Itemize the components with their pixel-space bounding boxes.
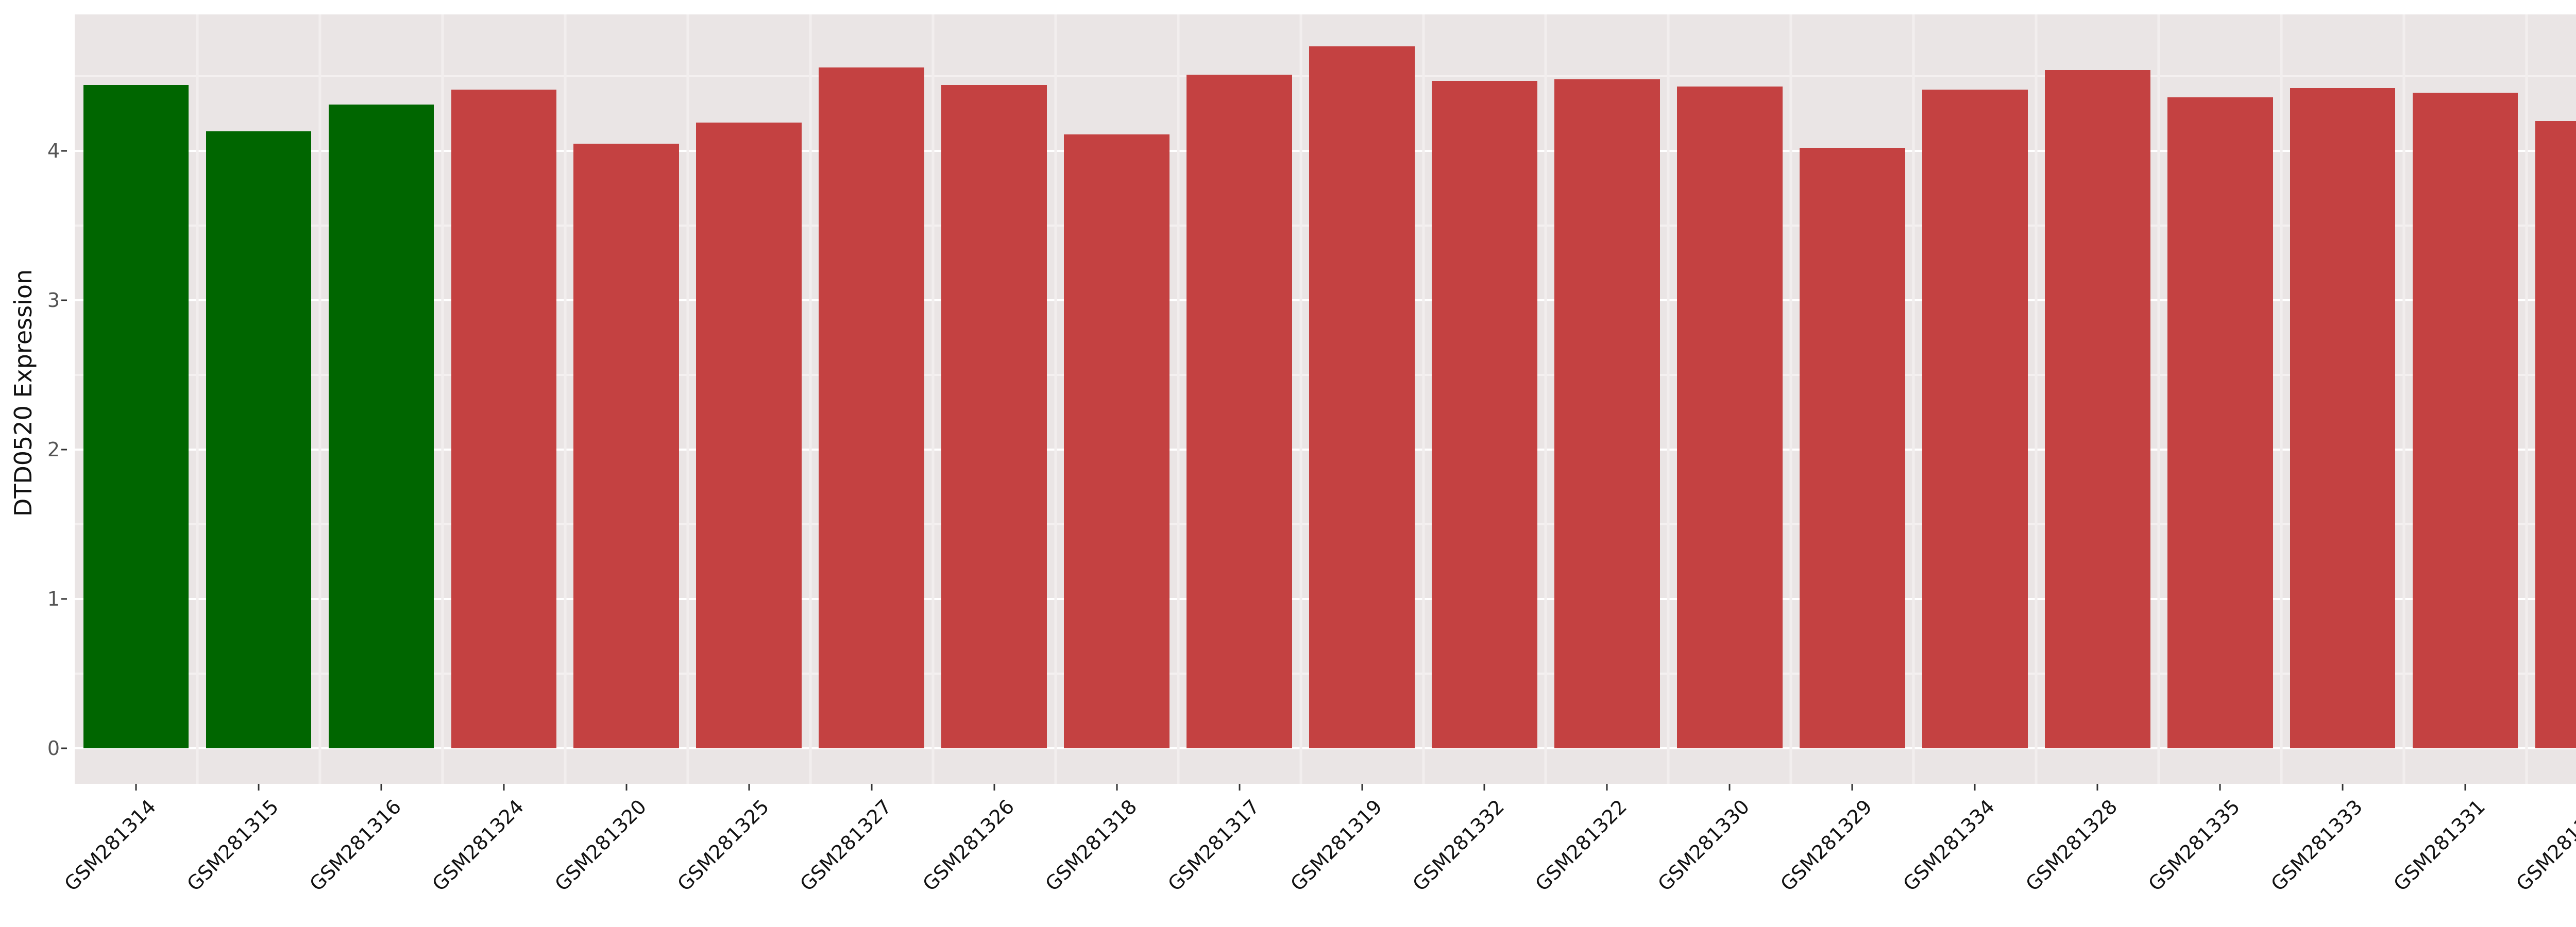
x-axis-tick-label: GSM281332 [1408,795,1509,896]
x-axis-tick-label: GSM281331 [2389,795,2490,896]
gridline-vertical [2525,14,2528,784]
bar[interactable] [941,85,1047,748]
gridline-vertical [1789,14,1792,784]
x-axis-tick-mark [1728,784,1731,791]
gridline-vertical [196,14,199,784]
gridline-vertical [2157,14,2160,784]
x-axis-tick-label: GSM281320 [550,795,651,896]
x-axis-tick-mark [1361,784,1363,791]
gridline-vertical [1299,14,1302,784]
y-axis-tick-column: 0 1 2 3 4 [46,0,67,785]
bar[interactable] [819,67,925,748]
gridline-vertical [318,14,321,784]
y-axis-tick-mark [61,747,67,749]
gridline-vertical [441,14,444,784]
x-axis-tick-mark [2342,784,2344,791]
gridline-vertical [686,14,689,784]
x-axis-tick-mark [503,784,505,791]
x-axis-tick-mark [135,784,137,791]
gridline-vertical [1912,14,1915,784]
x-axis-tick-label: GSM281333 [2266,795,2367,896]
x-axis-tick-mark [258,784,260,791]
gridline-major [75,747,2576,749]
y-axis-tick-mark [61,598,67,600]
bar[interactable] [573,143,680,748]
gridline-vertical [2035,14,2038,784]
x-axis-tick-mark [993,784,995,791]
gridline-vertical [809,14,812,784]
gridline-vertical [2280,14,2283,784]
bar[interactable] [1309,46,1415,748]
bar[interactable] [1064,134,1170,748]
x-axis-tick-mark [1974,784,1976,791]
gridline-vertical [1667,14,1670,784]
y-axis-label: DTD0520 Expression [9,269,38,517]
x-axis-tick-mark [2096,784,2098,791]
x-axis-tick-label: GSM281329 [1776,795,1877,896]
gridline-vertical [1177,14,1180,784]
y-axis-tick-label: 4 [47,140,60,162]
x-axis-tick-label: GSM281326 [918,795,1019,896]
y-axis-label-container: DTD0520 Expression [0,0,46,785]
x-axis-tick-mark [871,784,873,791]
y-axis-tick-mark [61,150,67,152]
x-axis-tick-mark [1116,784,1118,791]
x-axis-tick-mark [380,784,382,791]
bar[interactable] [2412,92,2518,748]
bar[interactable] [1922,90,2028,748]
bar[interactable] [1677,87,1783,748]
x-axis-tick-mark [1483,784,1485,791]
x-axis-tick-label: GSM281330 [1653,795,1754,896]
x-axis-tick-mark [748,784,750,791]
bar[interactable] [1187,75,1292,748]
x-axis-tick-label: GSM281328 [2021,795,2122,896]
x-axis-tick-label: GSM281317 [1163,795,1264,896]
x-axis-tick-mark [1606,784,1608,791]
x-axis-tick-label: GSM281318 [1040,795,1141,896]
gridline-vertical [1544,14,1547,784]
y-axis-tick-label: 1 [47,588,60,610]
y-axis-tick-mark [61,299,67,301]
x-axis-tick-label: GSM281314 [60,795,161,896]
x-axis-tick-label: GSM281324 [428,795,528,896]
x-axis-tick-mark [1851,784,1853,791]
x-axis-tick-area: GSM281314 GSM281315 GSM281316 GSM281324 GSM2… [60,784,2576,927]
x-axis-tick-mark [625,784,628,791]
x-axis-tick-label: GSM281316 [305,795,405,896]
bar[interactable] [1554,79,1660,748]
x-axis-tick-label: GSM281327 [795,795,896,896]
y-axis-tick-label: 0 [47,737,60,760]
bar[interactable] [2290,88,2396,748]
x-axis-tick-label: GSM281323 [2512,795,2576,896]
bar[interactable] [2535,121,2576,748]
y-axis-tick-mark [61,449,67,451]
x-axis-tick-label: GSM281334 [1899,795,1999,896]
gridline-vertical [1422,14,1425,784]
x-axis-tick-label: GSM281335 [2144,795,2245,896]
bar[interactable] [1432,80,1537,748]
bar[interactable] [696,122,802,748]
bar[interactable] [2044,70,2150,748]
x-axis-tick-label: GSM281319 [1285,795,1386,896]
x-axis-tick-mark [2464,784,2466,791]
gridline-vertical [931,14,935,784]
gridline-vertical [564,14,567,784]
x-axis-tick-mark [1239,784,1241,791]
bar[interactable] [451,90,557,748]
y-axis-tick-label: 3 [47,289,60,312]
plot-area [75,14,2576,784]
x-axis-tick-label: GSM281315 [182,795,283,896]
bar[interactable] [83,85,189,748]
x-axis-tick-label: GSM281322 [1531,795,1632,896]
bar[interactable] [2167,97,2273,748]
y-axis-tick-label: 2 [47,438,60,461]
gridline-vertical [1054,14,1057,784]
bar[interactable] [328,105,434,748]
gridline-vertical [2402,14,2405,784]
bar[interactable] [1800,148,1905,748]
x-axis-tick-label: GSM281325 [673,795,773,896]
bar[interactable] [206,131,312,748]
x-axis-tick-mark [2219,784,2221,791]
